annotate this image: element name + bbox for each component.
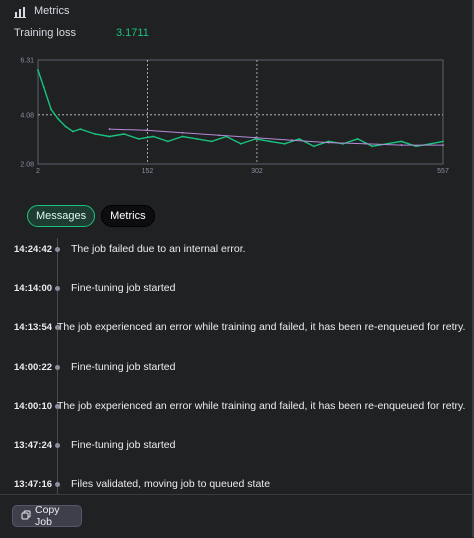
smoothed-loss-point	[327, 141, 330, 144]
training-loss-row: Training loss 3.1711	[14, 27, 149, 39]
training-loss-line	[37, 69, 444, 148]
timeline-dot	[55, 443, 60, 448]
chart-x-tick-label: 152	[142, 168, 154, 175]
message-time: 14:00:10	[14, 401, 53, 412]
smoothed-loss-point	[400, 144, 403, 146]
timeline-dot	[55, 247, 60, 252]
message-row: 14:00:22 Fine-tuning job started	[0, 360, 470, 376]
message-time: 13:47:24	[14, 440, 53, 451]
training-loss-point	[72, 130, 74, 133]
training-loss-point	[37, 69, 39, 71]
tab-metrics[interactable]: Metrics	[101, 205, 155, 227]
message-text: The job experienced an error while train…	[57, 321, 466, 333]
training-loss-point	[356, 138, 359, 140]
message-text: Fine-tuning job started	[71, 439, 176, 451]
tab-bar: Messages Metrics	[27, 205, 155, 227]
message-row: 14:14:00 Fine-tuning job started	[0, 281, 470, 297]
training-loss-point	[152, 135, 155, 138]
training-loss-point	[371, 145, 374, 148]
copy-job-button[interactable]: Copy Job	[12, 504, 82, 528]
training-loss-point	[298, 138, 301, 140]
timeline-dot	[55, 482, 60, 487]
smoothed-loss-point	[218, 134, 220, 137]
message-time: 13:47:16	[14, 479, 53, 490]
bar-chart-icon	[14, 5, 26, 18]
training-loss-point	[312, 145, 315, 148]
training-loss-point	[57, 118, 60, 121]
metrics-header: Metrics	[14, 4, 69, 18]
training-loss-point	[196, 138, 198, 140]
training-loss-point	[64, 125, 67, 128]
metrics-title: Metrics	[34, 5, 70, 17]
training-loss-point	[210, 140, 213, 143]
message-text: Fine-tuning job started	[71, 282, 176, 294]
chart-x-tick-label: 557	[437, 168, 449, 175]
message-row: 13:47:24 Fine-tuning job started	[0, 438, 470, 454]
training-loss-point	[429, 142, 432, 145]
smoothed-loss-point	[291, 139, 293, 142]
message-row: 14:13:54 The job experienced an error whi…	[0, 320, 470, 336]
training-loss-point	[400, 140, 403, 143]
message-row: 14:24:42 The job failed due to an interna…	[0, 242, 470, 258]
chart-frame	[37, 59, 444, 165]
chart-x-tick-label: 2	[36, 168, 40, 175]
footer: Copy Job	[0, 494, 472, 538]
smoothed-loss-point	[364, 142, 366, 145]
message-time: 14:00:22	[14, 362, 53, 373]
training-loss-value: 3.1711	[116, 27, 149, 39]
chart-y-tick-label: 4.08	[20, 112, 34, 119]
training-loss-point	[442, 140, 444, 143]
training-loss-chart: 2 152 302 557 6.31 4.08 2.08	[20, 58, 449, 176]
copy-icon	[21, 510, 31, 523]
training-loss-point	[79, 128, 82, 130]
training-loss-point	[50, 108, 53, 111]
smoothed-loss-point	[254, 136, 257, 139]
chart-y-tick-label: 2.08	[20, 162, 34, 169]
smoothed-loss-point	[181, 131, 184, 134]
message-time: 14:14:00	[14, 283, 53, 294]
timeline-dot	[55, 365, 60, 370]
message-time: 14:13:54	[14, 322, 53, 333]
tab-messages[interactable]: Messages	[27, 205, 96, 227]
timeline-dot	[55, 325, 60, 330]
training-loss-point	[123, 133, 126, 135]
training-loss-point	[181, 135, 184, 138]
training-loss-point	[269, 140, 271, 143]
training-loss-point	[283, 142, 286, 145]
timeline-dot	[55, 404, 60, 409]
timeline-dot	[55, 286, 60, 291]
training-loss-point	[239, 142, 242, 145]
message-time: 14:24:42	[14, 244, 53, 255]
training-loss-point	[415, 145, 417, 148]
training-loss-point	[108, 135, 111, 138]
chart-y-tick-label: 6.31	[20, 58, 34, 65]
message-text: The job failed due to an internal error.	[71, 243, 246, 255]
message-text: The job experienced an error while train…	[57, 400, 466, 412]
message-row: 14:00:10 The job experienced an error whi…	[0, 399, 470, 415]
training-loss-point	[42, 86, 45, 89]
smoothed-loss-point	[145, 129, 147, 132]
smoothed-loss-line	[109, 128, 443, 146]
message-text: Files validated, moving job to queued st…	[71, 478, 271, 490]
message-text: Fine-tuning job started	[71, 361, 176, 373]
smoothed-loss-point	[442, 144, 444, 146]
smoothed-loss-point	[108, 128, 111, 130]
training-loss-point	[137, 138, 140, 140]
training-loss-point	[166, 140, 169, 143]
chart-x-tick-label: 302	[251, 168, 263, 175]
message-row: 13:47:16 Files validated, moving job to q…	[0, 477, 470, 493]
copy-job-label: Copy Job	[35, 504, 60, 528]
training-loss-label: Training loss	[14, 27, 76, 39]
training-loss-point	[94, 133, 96, 135]
